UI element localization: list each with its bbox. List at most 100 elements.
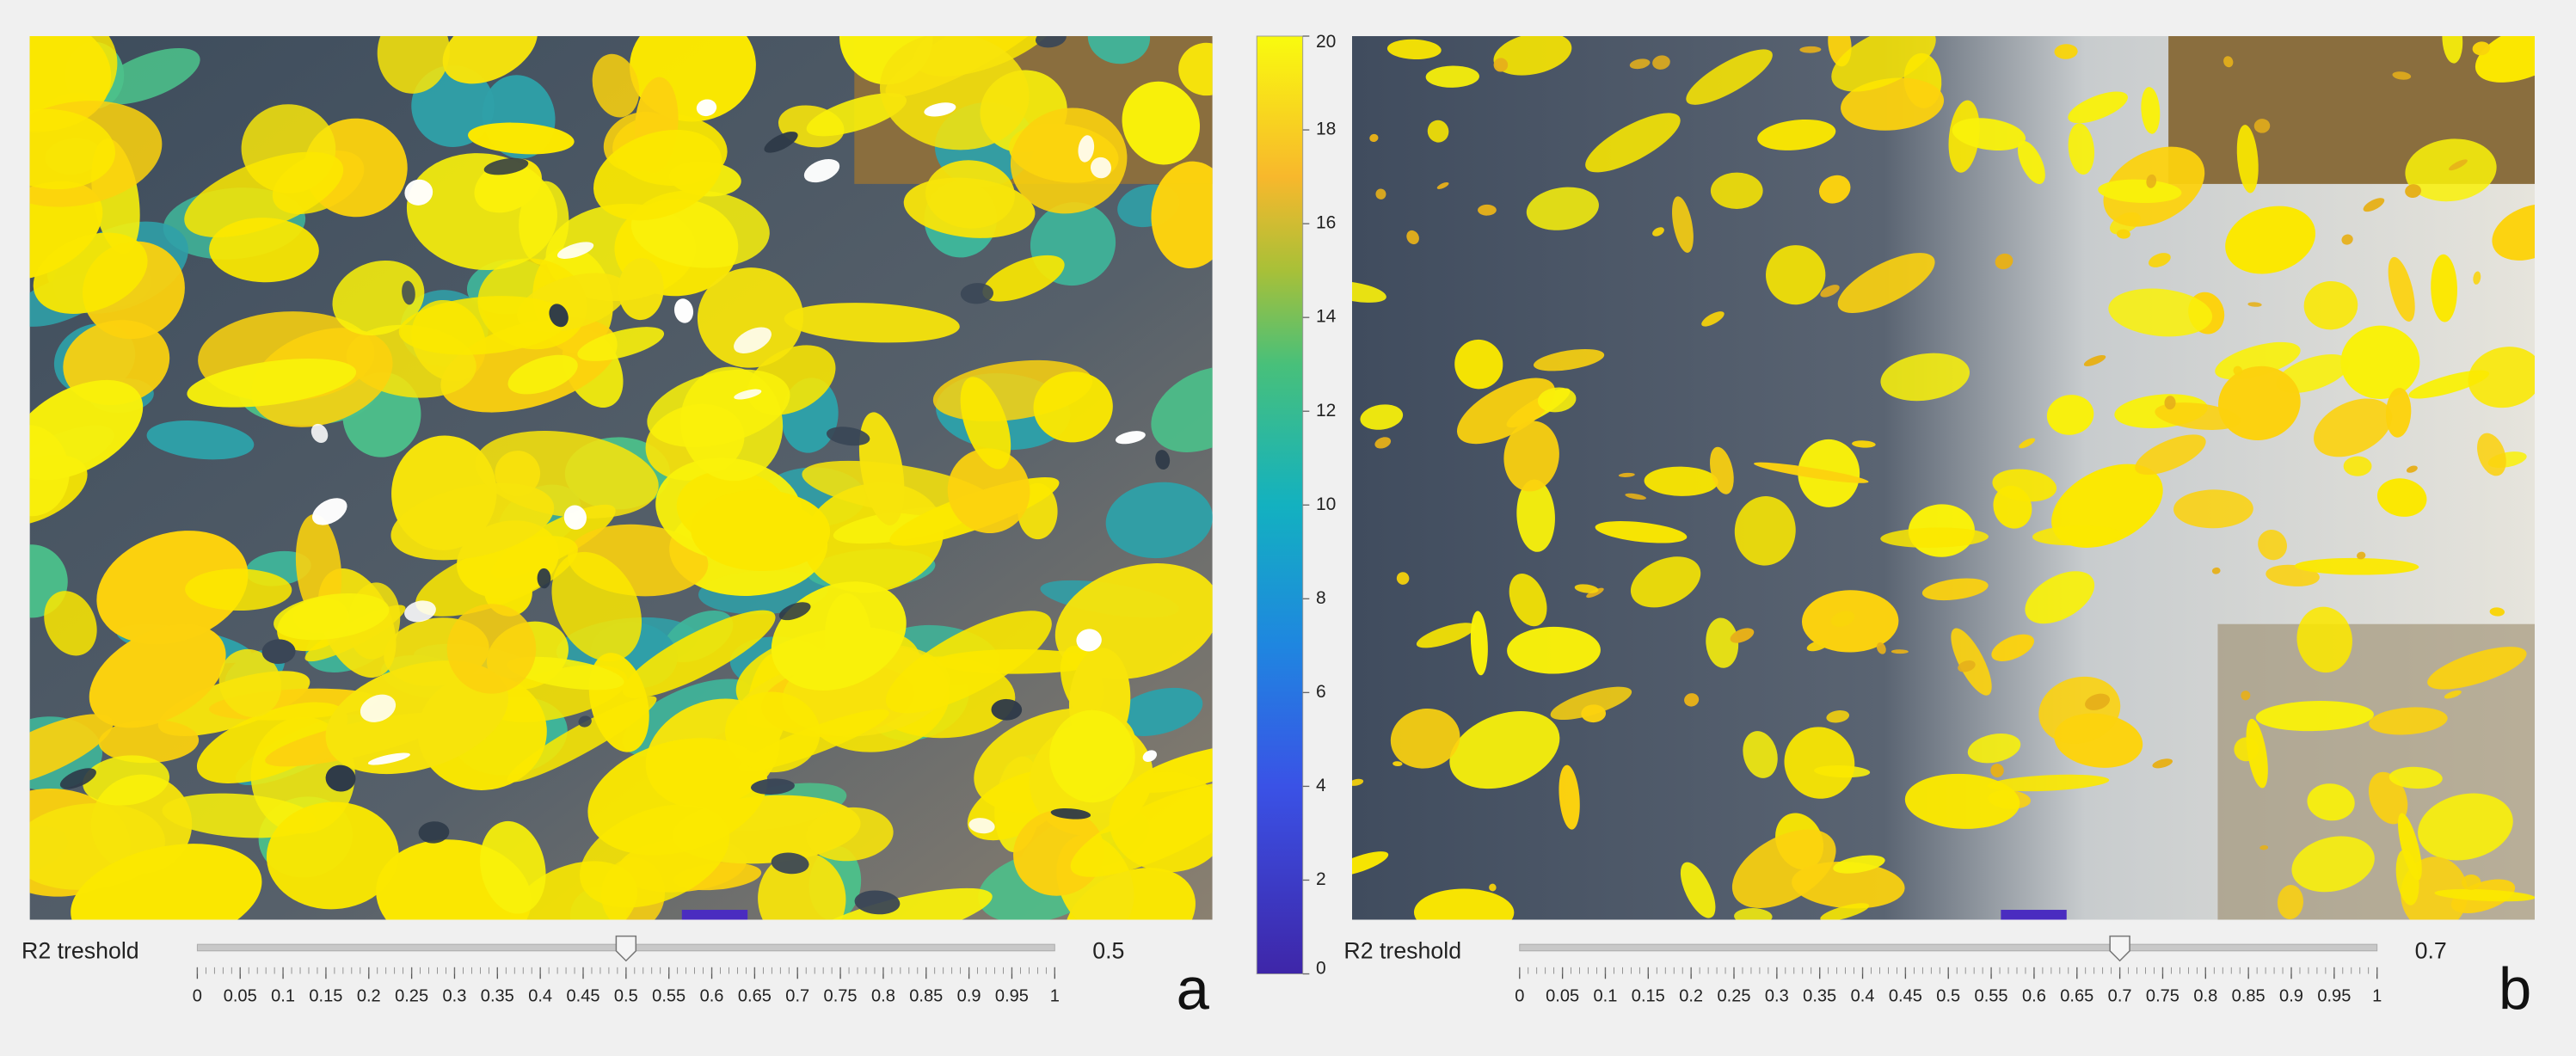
overlay-blob <box>1880 353 1970 402</box>
overlay-blob <box>2431 254 2458 322</box>
overlay-blob <box>1841 77 1945 131</box>
slider-tick-label: 0.9 <box>2279 987 2303 1006</box>
overlay-blob <box>2444 690 2462 699</box>
panel-letter: a <box>1177 956 1210 1022</box>
overlay-blob <box>1904 773 2020 829</box>
overlay-blob <box>1478 204 1497 216</box>
overlay-blob <box>1734 908 1773 920</box>
colorbar-tick-label: 4 <box>1316 776 1326 795</box>
overlay-blob <box>2258 529 2287 561</box>
overlay-blob <box>618 258 664 321</box>
overlay-blob <box>2448 159 2468 171</box>
overlay-blob <box>2019 438 2036 449</box>
slider-tick-label: 0.3 <box>1765 987 1789 1006</box>
slider-tick-label: 0.8 <box>871 987 895 1006</box>
overlay-blob <box>1178 42 1213 96</box>
overlay-blob <box>1891 649 1909 654</box>
overlay-blob <box>947 448 1030 534</box>
overlay-blob <box>1618 472 1635 477</box>
overlay-blob <box>187 359 357 408</box>
overlay-blob <box>1049 709 1135 803</box>
overlay-blob <box>2135 434 2206 476</box>
slider-tick-label: 0.05 <box>1546 987 1579 1006</box>
overlay-blob <box>960 283 994 304</box>
overlay-blob <box>1734 496 1796 566</box>
slider-tick-label: 0.8 <box>2193 987 2217 1006</box>
overlay-blob <box>483 157 529 175</box>
overlay-blob <box>1754 462 1869 483</box>
overlay-blob <box>2340 325 2420 399</box>
overlay-blob <box>96 47 200 105</box>
slider-tick-label: 0.9 <box>957 987 981 1006</box>
slider-tick-label: 0 <box>1515 987 1524 1006</box>
slider-tick-label: 0.65 <box>738 987 772 1006</box>
overlay-blob <box>1586 587 1604 599</box>
overlay-blob <box>2253 119 2271 133</box>
overlay-blob <box>2314 398 2393 457</box>
overlay-blob <box>697 267 804 368</box>
overlay-blob <box>1550 686 1632 721</box>
colorbar-tick-label: 18 <box>1316 120 1336 139</box>
overlay-blob <box>1416 623 1476 648</box>
overlay-blob <box>274 593 390 641</box>
slider-tick-label: 0.1 <box>1594 987 1618 1006</box>
overlay-blob <box>1992 469 2057 502</box>
overlay-blob <box>2295 557 2419 575</box>
slider-thumb[interactable] <box>2109 935 2130 962</box>
overlay-blob <box>218 648 282 717</box>
overlay-blob <box>2462 875 2481 890</box>
overlay-blob <box>1503 421 1559 492</box>
overlay-blob <box>2038 676 2121 744</box>
slider-tick-label: 0.3 <box>443 987 467 1006</box>
overlay-blob <box>2356 551 2366 560</box>
overlay-blob <box>1390 708 1460 769</box>
overlay-blob <box>415 536 578 617</box>
overlay-image <box>1351 36 2536 920</box>
slider-tick-label: 0.75 <box>824 987 858 1006</box>
overlay-blob <box>806 93 907 137</box>
slider-tick-label: 0.35 <box>1803 987 1836 1006</box>
overlay-blob <box>1507 626 1601 674</box>
overlay-blob <box>2472 41 2491 56</box>
slider-tick-label: 0.45 <box>566 987 599 1006</box>
slider-tick-label: 0.7 <box>785 987 809 1006</box>
slider-tick-label: 0.25 <box>1717 987 1750 1006</box>
overlay-blob <box>475 431 659 519</box>
overlay-blob <box>1493 36 1572 76</box>
overlay-blob <box>2108 288 2213 337</box>
overlay-blob <box>446 604 537 694</box>
colorbar-tick-label: 10 <box>1316 494 1336 514</box>
colorbar-tick-label: 16 <box>1316 213 1336 233</box>
marker <box>681 910 748 920</box>
overlay-blob <box>402 280 415 305</box>
overlay-blob <box>71 844 262 920</box>
overlay-blob <box>1585 113 1681 173</box>
colorbar-tick-label: 6 <box>1316 682 1326 702</box>
overlay-blob <box>1374 437 1392 449</box>
slider-track <box>1519 943 2378 952</box>
overlay-blob <box>404 179 433 206</box>
overlay-blob <box>1833 855 1885 874</box>
overlay-blob <box>1757 119 1836 150</box>
slider-tick-label: 0.45 <box>1889 987 1922 1006</box>
slider-tick-label: 0.85 <box>2232 987 2266 1006</box>
overlay-blob <box>1114 687 1203 736</box>
overlay-blob <box>29 714 114 788</box>
overlay-blob <box>2477 433 2506 476</box>
overlay-blob <box>2398 813 2422 881</box>
overlay-blob <box>750 778 795 795</box>
overlay-blob <box>325 764 356 792</box>
overlay-blob <box>2291 836 2375 893</box>
overlay-blob <box>806 807 894 862</box>
overlay-blob <box>367 752 410 765</box>
overlay-blob <box>1050 807 1091 820</box>
overlay-blob <box>1701 311 1725 327</box>
overlay-blob <box>1852 440 1876 448</box>
overlay-blob <box>266 801 399 910</box>
overlay-blob <box>29 108 116 190</box>
overlay-blob <box>563 505 587 530</box>
overlay-blob <box>2341 234 2353 245</box>
overlay-blob <box>673 298 694 323</box>
colorbar-tick-label: 14 <box>1316 307 1337 327</box>
slider-thumb[interactable] <box>615 935 637 962</box>
